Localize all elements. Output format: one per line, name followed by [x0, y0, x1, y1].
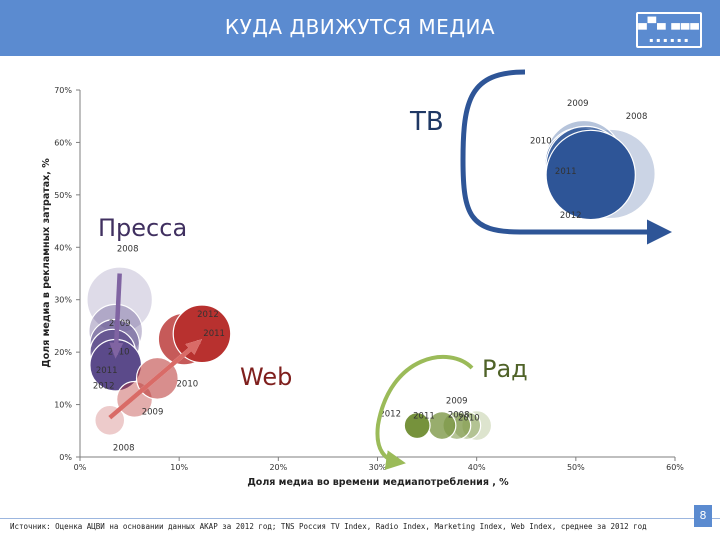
- radio-trend-arrow: [375, 354, 474, 471]
- year-label-radio-2011: 2011: [413, 412, 435, 422]
- year-label-press-2008: 2008: [117, 245, 139, 255]
- x-tick-label: 40%: [468, 463, 486, 472]
- x-tick-label: 50%: [567, 463, 585, 472]
- footer-divider: [0, 518, 720, 519]
- source-note: Источник: Оценка АЦВИ на основании данны…: [10, 522, 647, 531]
- y-tick-label: 70%: [54, 86, 72, 95]
- logo-mark: ▄▀▄ ▄▄▄: [638, 17, 700, 30]
- y-tick-label: 30%: [54, 296, 72, 305]
- year-label-tv-2009: 2009: [567, 99, 589, 109]
- year-label-tv-2012: 2012: [560, 211, 582, 221]
- year-label-web-2012: 2012: [197, 310, 219, 320]
- year-label-radio-2012: 2012: [379, 410, 401, 420]
- x-tick-label: 30%: [369, 463, 387, 472]
- x-tick-label: 10%: [170, 463, 188, 472]
- year-label-press-2011: 2011: [96, 366, 118, 376]
- year-label-press-2009: 2009: [109, 319, 131, 329]
- bubble-chart: 0% 10% 20% 30% 40% 50% 60% 0% 10% 20% 30% 40% 50% 60%…: [41, 69, 684, 488]
- year-label-tv-2010: 2010: [530, 136, 552, 146]
- bubble-layer: 2008 2009 2010 2011 2012 2008 2009 2010 2011 2012…: [86, 99, 656, 453]
- bubble-tv-2012: [545, 129, 636, 221]
- y-axis-title: Доля медиа в рекламных затратах, %: [41, 158, 52, 368]
- company-logo: ▄▀▄ ▄▄▄ ▪ ▪ ▪ ▪ ▪ ▪: [636, 12, 702, 48]
- series-label-tv: ТВ: [409, 107, 444, 137]
- bubble-radio-2012: [403, 412, 431, 440]
- web-trend-arrow: [108, 339, 203, 420]
- y-tick-label: 50%: [54, 191, 72, 200]
- year-label-web-2008: 2008: [113, 443, 135, 453]
- y-tick-label: 20%: [54, 348, 72, 357]
- x-tick-label: 60%: [666, 463, 684, 472]
- year-label-tv-2008: 2008: [626, 112, 648, 122]
- year-label-radio-2008: 2008: [448, 411, 470, 421]
- series-label-web: Web: [240, 363, 292, 391]
- bubble-web-2012: [172, 304, 232, 364]
- chart-axes: 0% 10% 20% 30% 40% 50% 60% 0% 10% 20% 30% 40% 50% 60%…: [54, 86, 684, 472]
- series-label-radio: Рад: [482, 355, 528, 383]
- chart-labels: ТВ Пресса Web Рад Доля медиа во времени …: [41, 107, 528, 488]
- year-label-tv-2011: 2011: [555, 167, 577, 177]
- x-axis-title: Доля медиа во времени медиапотребления ,…: [247, 477, 509, 488]
- header-bar: КУДА ДВИЖУТСЯ МЕДИА ▄▀▄ ▄▄▄ ▪ ▪ ▪ ▪ ▪ ▪: [0, 0, 720, 56]
- year-label-press-2012: 2012: [93, 381, 115, 391]
- press-trend-arrow: [109, 273, 124, 359]
- series-label-press: Пресса: [98, 214, 187, 242]
- year-label-radio-2009: 2009: [446, 397, 468, 407]
- tv-trend-arrow: [460, 69, 672, 245]
- logo-caption: ▪ ▪ ▪ ▪ ▪ ▪: [649, 37, 689, 44]
- year-label-web-2010: 2010: [177, 379, 199, 389]
- x-tick-label: 0%: [74, 463, 87, 472]
- year-label-radio-2010: 2010: [458, 414, 480, 424]
- trend-arrows: [108, 69, 672, 471]
- year-label-web-2011: 2011: [203, 329, 225, 339]
- page-number: 8: [694, 505, 712, 527]
- y-tick-label: 10%: [54, 401, 72, 410]
- y-tick-label: 0%: [59, 453, 72, 462]
- page-title: КУДА ДВИЖУТСЯ МЕДИА: [224, 15, 496, 39]
- y-tick-label: 60%: [54, 138, 72, 147]
- year-label-web-2009: 2009: [142, 407, 164, 417]
- x-tick-label: 20%: [269, 463, 287, 472]
- y-tick-label: 40%: [54, 243, 72, 252]
